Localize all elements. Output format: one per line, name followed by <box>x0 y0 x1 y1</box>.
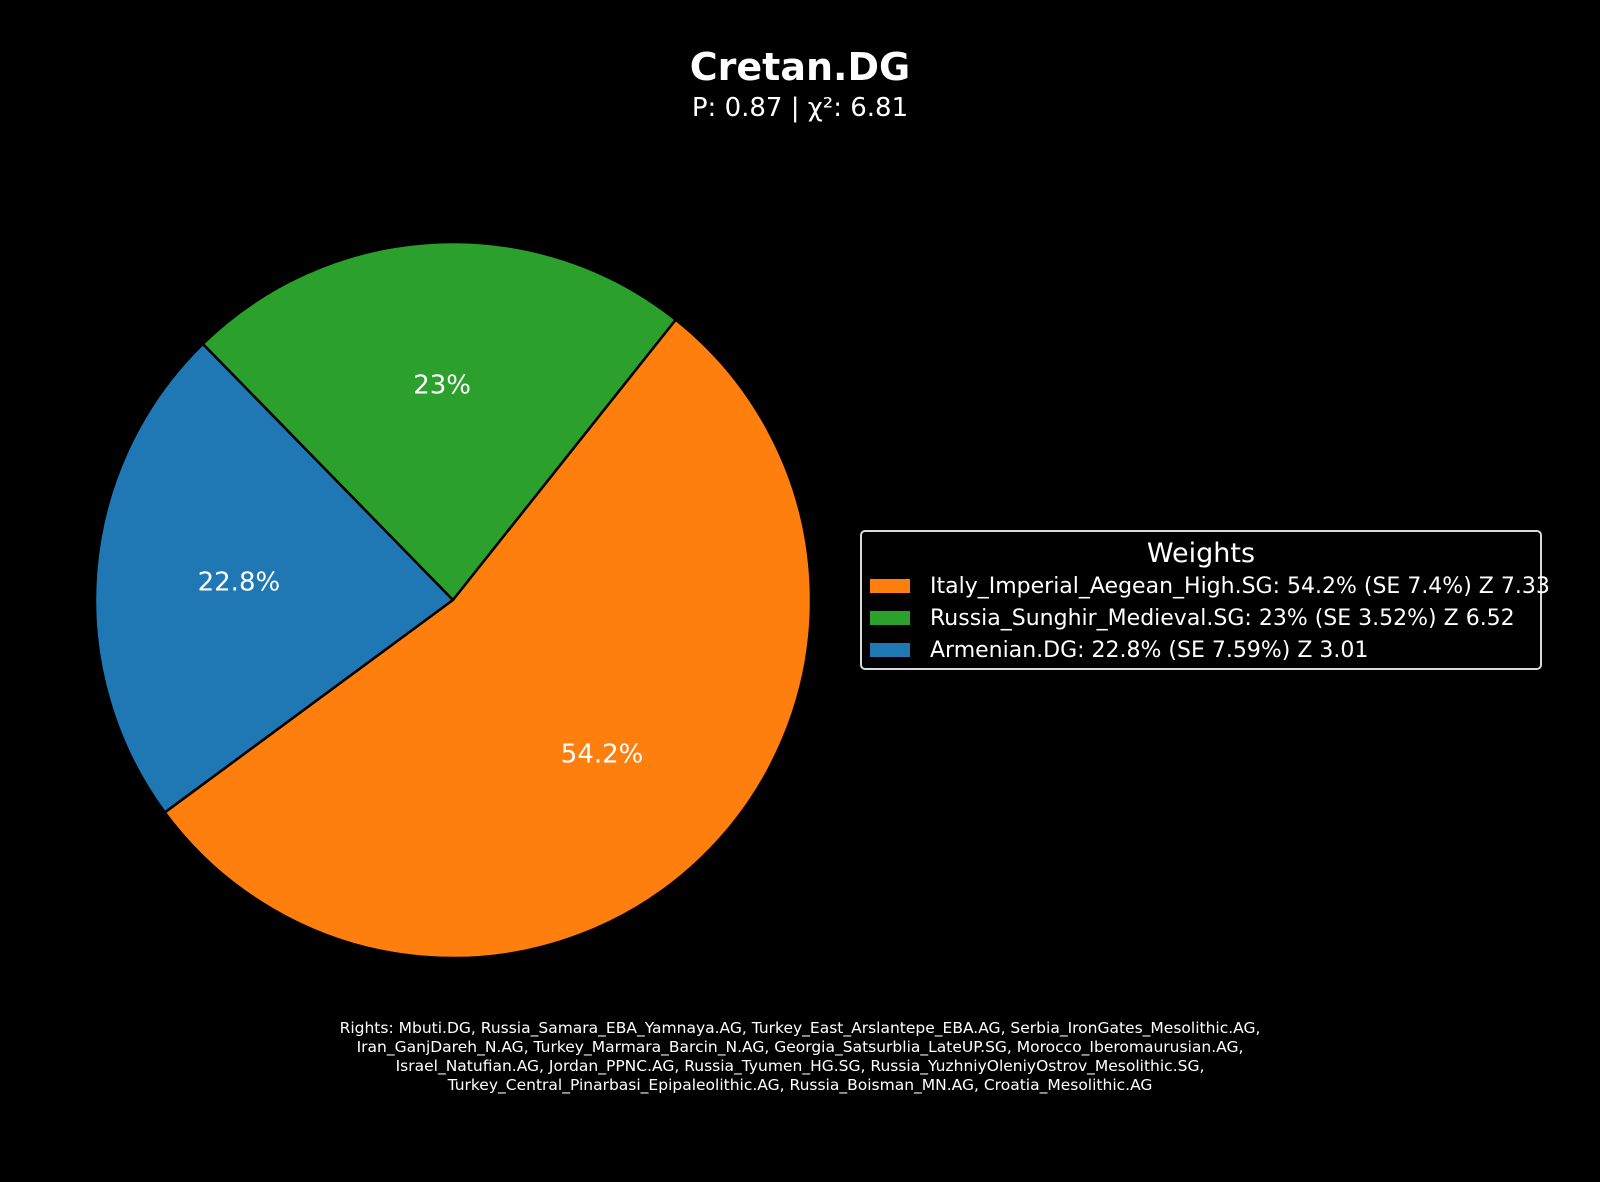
legend-swatch <box>870 579 910 593</box>
pie-slices <box>93 240 813 960</box>
chart-subtitle: P: 0.87 | χ²: 6.81 <box>691 93 909 123</box>
legend-label: Italy_Imperial_Aegean_High.SG: 54.2% (SE… <box>930 573 1550 599</box>
pie-slice <box>93 342 455 814</box>
legend: Weights Italy_Imperial_Aegean_High.SG: 5… <box>860 530 1550 670</box>
slice-percent-label: 22.8% <box>198 568 281 598</box>
legend-label: Armenian.DG: 22.8% (SE 7.59%) Z 3.01 <box>930 637 1369 663</box>
rights-line: Iran_GanjDareh_N.AG, Turkey_Marmara_Barc… <box>356 1038 1244 1056</box>
pie-slice <box>163 318 813 960</box>
legend-swatch <box>870 611 910 625</box>
rights-line: Turkey_Central_Pinarbasi_Epipaleolithic.… <box>447 1076 1153 1094</box>
rights-footnote: Rights: Mbuti.DG, Russia_Samara_EBA_Yamn… <box>0 1019 1600 1095</box>
slice-percent-label: 54.2% <box>561 740 644 770</box>
legend-swatch <box>870 643 910 657</box>
slice-percent-label: 23% <box>413 371 471 401</box>
legend-title: Weights <box>1146 538 1256 569</box>
legend-entry-russia: Russia_Sunghir_Medieval.SG: 23% (SE 3.52… <box>870 604 1515 632</box>
pie-slice <box>201 240 678 602</box>
legend-label: Russia_Sunghir_Medieval.SG: 23% (SE 3.52… <box>930 605 1515 631</box>
rights-line: Israel_Natufian.AG, Jordan_PPNC.AG, Russ… <box>395 1057 1205 1075</box>
pie-chart: 22.8% 23% 54.2% <box>93 240 813 960</box>
rights-line: Rights: Mbuti.DG, Russia_Samara_EBA_Yamn… <box>339 1019 1261 1037</box>
chart-title: Cretan.DG <box>689 45 911 89</box>
legend-entry-armenian: Armenian.DG: 22.8% (SE 7.59%) Z 3.01 <box>870 636 1368 664</box>
legend-entry-italy: Italy_Imperial_Aegean_High.SG: 54.2% (SE… <box>870 572 1550 600</box>
pie-slice-labels: 22.8% 23% 54.2% <box>198 371 644 770</box>
